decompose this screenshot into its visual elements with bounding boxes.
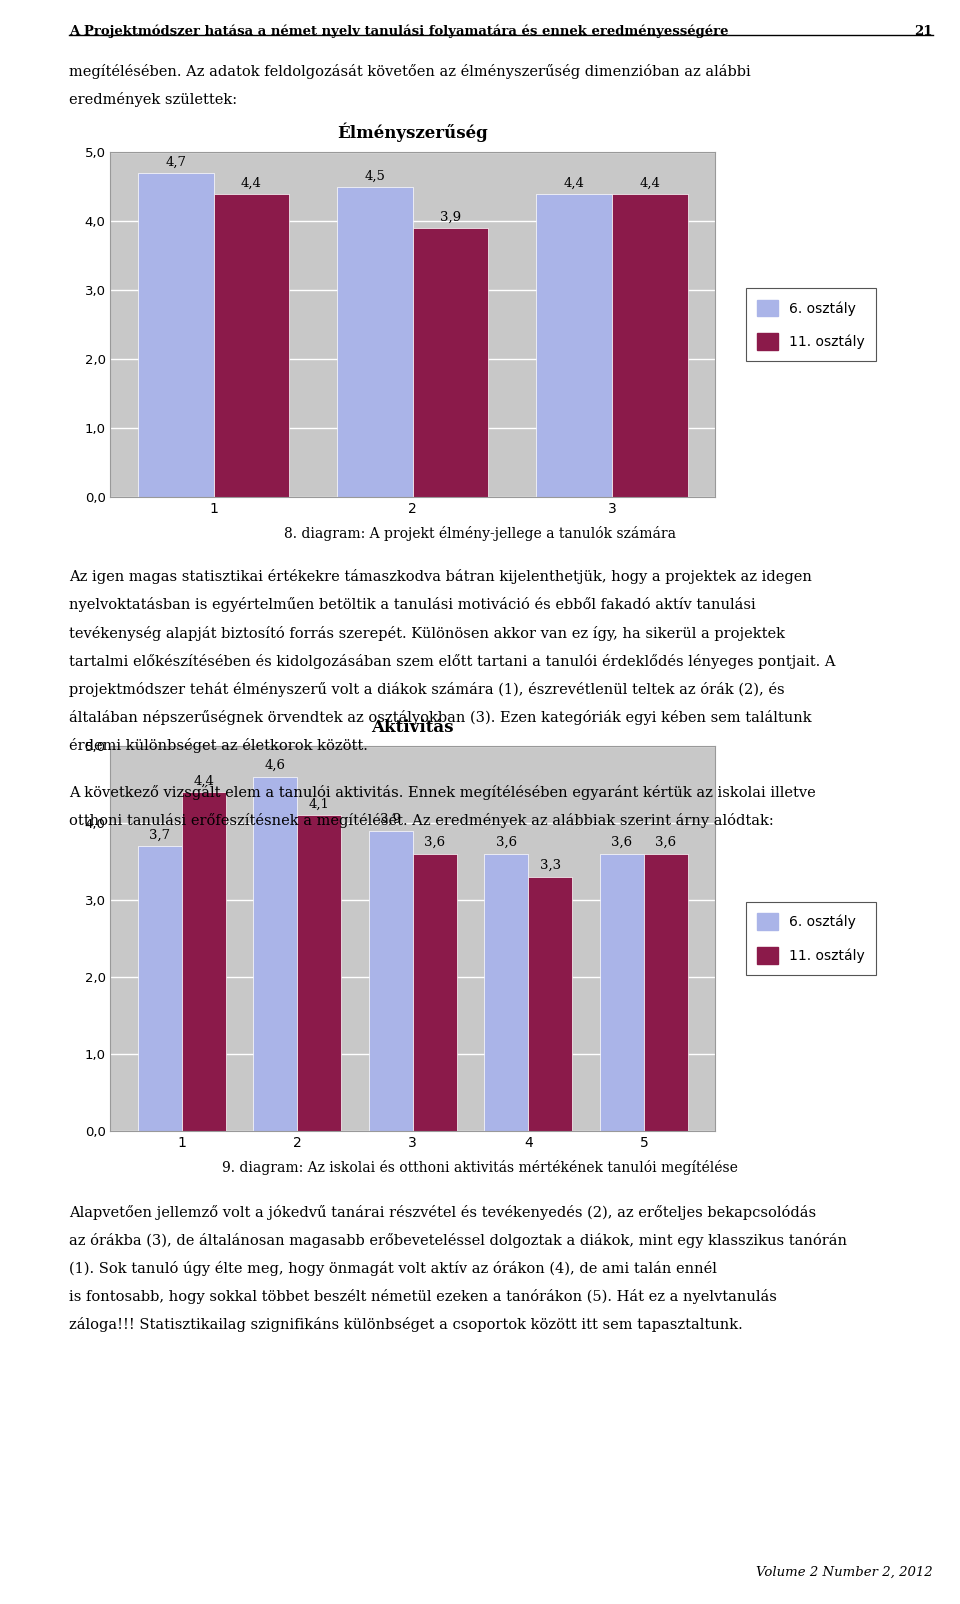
Text: 21: 21 — [915, 24, 933, 38]
Text: 4,4: 4,4 — [193, 775, 214, 788]
Title: Aktivitás: Aktivitás — [372, 719, 454, 736]
Bar — [298, 815, 341, 1131]
Bar — [644, 853, 687, 1131]
Bar — [369, 831, 413, 1131]
Bar — [253, 776, 298, 1131]
Text: (1). Sok tanuló úgy élte meg, hogy önmagát volt aktív az órákon (4), de ami talá: (1). Sok tanuló úgy élte meg, hogy önmag… — [69, 1261, 717, 1275]
Text: 9. diagram: Az iskolai és otthoni aktivitás mértékének tanulói megítélése: 9. diagram: Az iskolai és otthoni aktivi… — [222, 1160, 738, 1174]
Bar — [413, 853, 457, 1131]
Text: érdemi különbséget az életkorok között.: érdemi különbséget az életkorok között. — [69, 738, 368, 752]
Text: 4,4: 4,4 — [639, 176, 660, 189]
Legend: 6. osztály, 11. osztály: 6. osztály, 11. osztály — [746, 289, 876, 361]
Text: az órákba (3), de általánosan magasabb erőbeveteléssel dolgoztak a diákok, mint : az órákba (3), de általánosan magasabb e… — [69, 1232, 847, 1248]
Text: projektmódszer tehát élményszerű volt a diákok számára (1), észrevétlenül teltek: projektmódszer tehát élményszerű volt a … — [69, 682, 784, 696]
Title: Élményszerűség: Élményszerűség — [337, 124, 489, 143]
Text: is fontosabb, hogy sokkal többet beszélt németül ezeken a tanórákon (5). Hát ez : is fontosabb, hogy sokkal többet beszélt… — [69, 1290, 777, 1304]
Bar — [138, 173, 213, 497]
Text: eredmények születtek:: eredmények születtek: — [69, 91, 237, 107]
Text: 4,4: 4,4 — [241, 176, 262, 189]
Bar — [537, 194, 612, 497]
Text: 3,6: 3,6 — [656, 836, 677, 849]
Bar — [528, 877, 572, 1131]
Bar — [138, 845, 181, 1131]
Bar — [181, 792, 226, 1131]
Text: A következő vizsgált elem a tanulói aktivitás. Ennek megítélésében egyaránt kért: A következő vizsgált elem a tanulói akti… — [69, 786, 816, 800]
Text: Az igen magas statisztikai értékekre támaszkodva bátran kijelenthetjük, hogy a p: Az igen magas statisztikai értékekre tám… — [69, 569, 812, 584]
Text: tevékenység alapját biztosító forrás szerepét. Különösen akkor van ez így, ha si: tevékenység alapját biztosító forrás sze… — [69, 626, 785, 640]
Text: 3,3: 3,3 — [540, 860, 561, 873]
Text: A Projektmódszer hatása a német nyelv tanulási folyamatára és ennek eredményessé: A Projektmódszer hatása a német nyelv ta… — [69, 24, 729, 38]
Bar — [485, 853, 528, 1131]
Text: 4,4: 4,4 — [564, 176, 585, 189]
Text: 3,6: 3,6 — [424, 836, 445, 849]
Text: 3,6: 3,6 — [495, 836, 516, 849]
Text: 4,6: 4,6 — [265, 759, 286, 772]
Text: otthoni tanulási erőfeszítésnek a megítélését. Az eredmények az alábbiak szerint: otthoni tanulási erőfeszítésnek a megíté… — [69, 813, 774, 828]
Bar — [600, 853, 644, 1131]
Text: 3,9: 3,9 — [440, 212, 461, 225]
Text: 4,1: 4,1 — [309, 797, 329, 810]
Bar — [213, 194, 289, 497]
Text: 8. diagram: A projekt élmény-jellege a tanulók számára: 8. diagram: A projekt élmény-jellege a t… — [284, 526, 676, 541]
Bar — [337, 188, 413, 497]
Text: nyelvoktatásban is egyértelműen betöltik a tanulási motiváció és ebből fakadó ak: nyelvoktatásban is egyértelműen betöltik… — [69, 598, 756, 613]
Text: záloga!!! Statisztikailag szignifikáns különbséget a csoportok között itt sem ta: záloga!!! Statisztikailag szignifikáns k… — [69, 1317, 743, 1331]
Text: 4,5: 4,5 — [365, 170, 385, 183]
Text: 3,7: 3,7 — [149, 828, 170, 842]
Text: Alapvetően jellemző volt a jókedvű tanárai részvétel és tevékenyedés (2), az erő: Alapvetően jellemző volt a jókedvű tanár… — [69, 1205, 816, 1219]
Text: általában népszerűségnek örvendtek az osztályokban (3). Ezen kategóriák egyi kéb: általában népszerűségnek örvendtek az os… — [69, 711, 812, 725]
Text: 4,7: 4,7 — [165, 156, 186, 168]
Bar — [413, 228, 489, 497]
Text: tartalmi előkészítésében és kidolgozásában szem előtt tartani a tanulói érdeklőd: tartalmi előkészítésében és kidolgozásáb… — [69, 654, 835, 669]
Text: 3,6: 3,6 — [612, 836, 633, 849]
Text: megítélésében. Az adatok feldolgozását követően az élményszerűség dimenzióban az: megítélésében. Az adatok feldolgozását k… — [69, 64, 751, 79]
Text: Volume 2 Number 2, 2012: Volume 2 Number 2, 2012 — [756, 1566, 933, 1578]
Legend: 6. osztály, 11. osztály: 6. osztály, 11. osztály — [746, 901, 876, 975]
Text: 3,9: 3,9 — [380, 813, 401, 826]
Bar — [612, 194, 687, 497]
